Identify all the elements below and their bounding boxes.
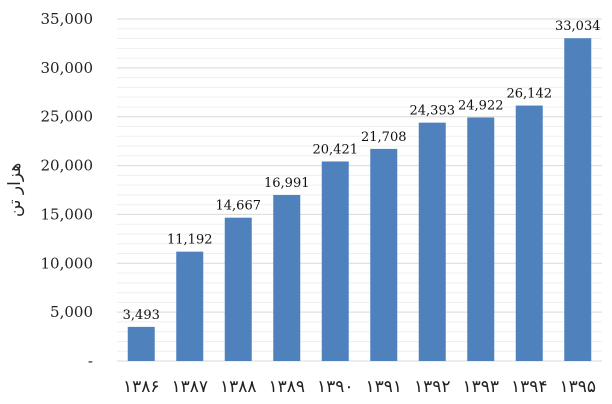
bar — [370, 148, 398, 361]
x-axis-ticks: ۱۳۸۶ ۱۳۸۷ ۱۳۸۸ ۱۳۸۹ ۱۳۹۰ ۱۳۹۱ ۱۳۹۲ ۱۳۹۳ ۱۳۹۴ ۱۳۹۵ — [123, 377, 596, 397]
data-label: 24,922 — [458, 98, 504, 113]
bar — [273, 194, 301, 361]
data-label: 33,034 — [555, 19, 601, 34]
bar — [467, 117, 495, 361]
y-tick-label: 35,000 — [41, 10, 94, 28]
y-axis-ticks: - 5,000 10,000 15,000 20,000 25,000 30,000 35,0… — [41, 10, 94, 370]
x-tick-label: ۱۳۸۷ — [171, 377, 208, 397]
bar — [224, 217, 252, 361]
x-tick-label: ۱۳۹۴ — [511, 377, 548, 397]
y-tick-label: 30,000 — [41, 59, 94, 77]
x-tick-label: ۱۳۹۲ — [414, 377, 451, 397]
y-axis-label: هزار تن — [5, 163, 25, 217]
y-tick-label: 25,000 — [41, 108, 94, 126]
data-label: 16,991 — [264, 176, 310, 191]
x-tick-label: ۱۳۹۵ — [559, 377, 596, 397]
x-tick-label: ۱۳۸۹ — [268, 377, 305, 397]
y-tick-label: 20,000 — [41, 157, 94, 175]
x-tick-label: ۱۳۹۱ — [365, 377, 402, 397]
x-tick-label: ۱۳۸۸ — [220, 377, 257, 397]
data-label: 21,708 — [361, 130, 407, 145]
data-label: 14,667 — [216, 199, 262, 214]
data-label: 3,493 — [123, 308, 160, 323]
bar — [564, 38, 592, 361]
bar — [321, 161, 349, 361]
y-tick-label: 10,000 — [41, 254, 94, 272]
y-tick-label: - — [88, 352, 93, 370]
bar — [418, 122, 446, 362]
x-tick-label: ۱۳۹۰ — [317, 377, 354, 397]
y-tick-label: 15,000 — [41, 205, 94, 223]
data-label: 20,421 — [313, 142, 359, 157]
bar — [176, 251, 204, 361]
data-label: 26,142 — [507, 87, 553, 102]
x-tick-label: ۱۳۸۶ — [123, 377, 160, 397]
bar — [127, 326, 155, 361]
data-label: 11,192 — [167, 233, 213, 248]
y-tick-label: 5,000 — [50, 303, 93, 321]
bars — [127, 38, 592, 362]
data-label: 24,393 — [410, 104, 456, 119]
x-tick-label: ۱۳۹۳ — [462, 377, 499, 397]
bar — [515, 105, 543, 361]
